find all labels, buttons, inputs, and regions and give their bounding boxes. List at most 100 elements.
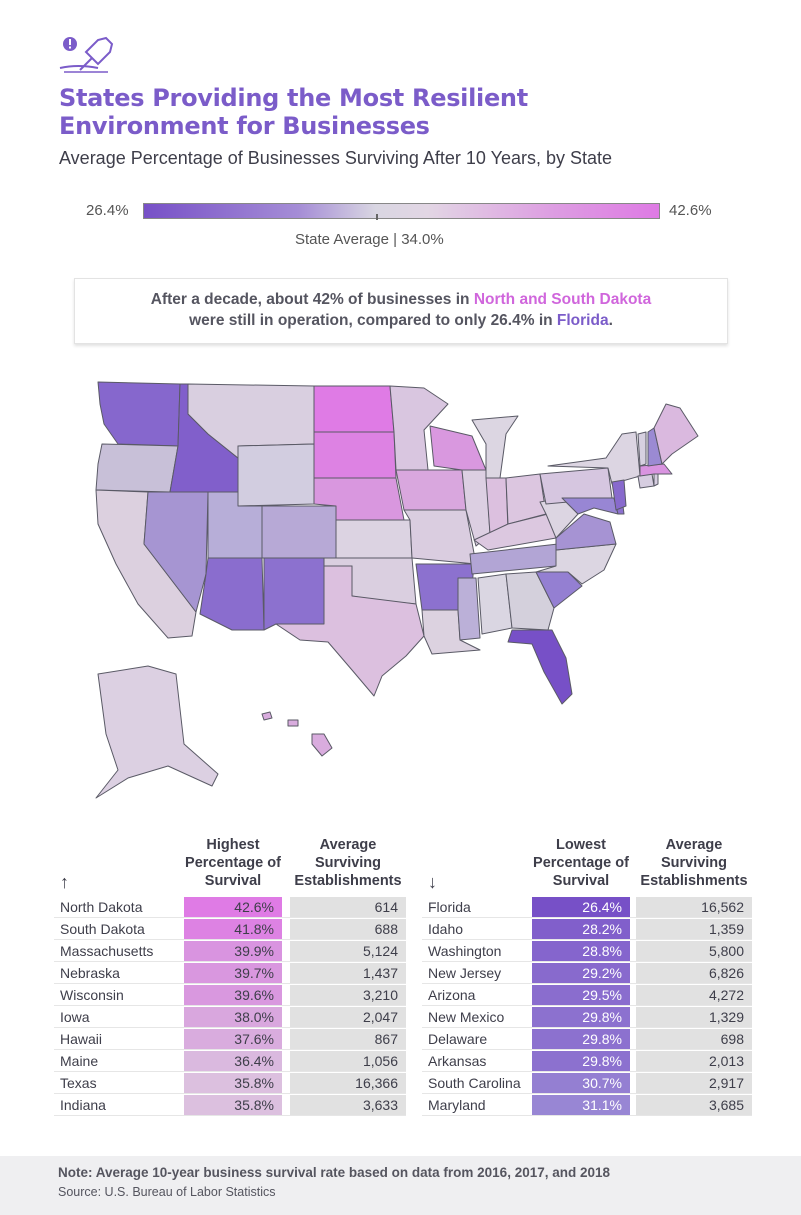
state-newmexico: [263, 557, 325, 631]
row-state-name: Delaware: [428, 1031, 488, 1047]
row-establishments: 4,272: [636, 985, 752, 1005]
state-arizona: [199, 557, 265, 631]
table-row: Indiana 35.8% 3,633: [54, 1094, 406, 1116]
state-northdakota: [313, 385, 395, 433]
row-state-name: Wisconsin: [60, 987, 124, 1003]
table-row: New Mexico 29.8% 1,329: [422, 1006, 752, 1028]
state-mississippi: [457, 577, 481, 641]
state-florida: [507, 629, 573, 705]
table-row: South Dakota 41.8% 688: [54, 918, 406, 940]
row-state-name: New Jersey: [428, 965, 502, 981]
state-southdakota: [313, 431, 397, 479]
page-title: States Providing the Most Resilient Envi…: [59, 84, 528, 140]
row-state-name: Nebraska: [60, 965, 120, 981]
footer-source: Source: U.S. Bureau of Labor Statistics: [58, 1185, 276, 1199]
col-header-establishments: Average Surviving Establishments: [294, 837, 402, 889]
state-missouri: [403, 509, 477, 565]
state-texas: [275, 565, 425, 697]
row-survival-pct: 29.8%: [532, 1029, 630, 1049]
col-header-pct: Highest Percentage of Survival: [185, 837, 281, 889]
page-subtitle: Average Percentage of Businesses Survivi…: [59, 148, 613, 168]
table-row: Florida 26.4% 16,562: [422, 896, 752, 918]
callout-text: of businesses in: [343, 291, 474, 308]
row-establishments: 688: [290, 919, 406, 939]
state-alaska: [95, 665, 219, 799]
row-establishments: 3,210: [290, 985, 406, 1005]
col-header-establishments: Average Surviving Establishments: [640, 837, 748, 889]
row-survival-pct: 42.6%: [184, 897, 282, 917]
row-survival-pct: 29.8%: [532, 1007, 630, 1027]
table-row: Texas 35.8% 16,366: [54, 1072, 406, 1094]
row-establishments: 5,124: [290, 941, 406, 961]
row-survival-pct: 31.1%: [532, 1095, 630, 1115]
table-row: Arizona 29.5% 4,272: [422, 984, 752, 1006]
table-row: New Jersey 29.2% 6,826: [422, 962, 752, 984]
row-state-name: Idaho: [428, 921, 464, 937]
row-establishments: 3,633: [290, 1095, 406, 1115]
callout-box: After a decade, about 42% of businesses …: [74, 278, 728, 344]
row-state-name: Washington: [428, 943, 502, 959]
row-establishments: 698: [636, 1029, 752, 1049]
row-establishments: 1,437: [290, 963, 406, 983]
legend-min-label: 26.4%: [86, 202, 129, 219]
table-row: Maine 36.4% 1,056: [54, 1050, 406, 1072]
state-oregon: [95, 443, 179, 493]
callout-highlight-florida: Florida: [556, 312, 609, 329]
pushpin-alert-icon: [59, 36, 114, 73]
row-establishments: 867: [290, 1029, 406, 1049]
row-state-name: Texas: [60, 1075, 97, 1091]
row-state-name: Hawaii: [60, 1031, 103, 1047]
footer: Note: Average 10-year business survival …: [0, 1156, 801, 1215]
legend-average-tick: [376, 214, 378, 220]
row-establishments: 16,562: [636, 897, 752, 917]
row-establishments: 1,056: [290, 1051, 406, 1071]
callout-text: After a decade, about: [150, 291, 313, 308]
callout-text: in: [534, 312, 557, 329]
row-survival-pct: 30.7%: [532, 1073, 630, 1093]
state-maine: [653, 403, 699, 465]
state-newyork: [547, 431, 641, 485]
table-row: Hawaii 37.6% 867: [54, 1028, 406, 1050]
table-row: Iowa 38.0% 2,047: [54, 1006, 406, 1028]
row-state-name: North Dakota: [60, 899, 143, 915]
row-state-name: Iowa: [60, 1009, 90, 1025]
row-survival-pct: 39.6%: [184, 985, 282, 1005]
row-survival-pct: 38.0%: [184, 1007, 282, 1027]
row-state-name: Florida: [428, 899, 471, 915]
state-iowa: [395, 469, 467, 511]
state-wyoming: [237, 443, 315, 507]
callout-bold: 42%: [312, 291, 344, 308]
row-survival-pct: 28.2%: [532, 919, 630, 939]
row-survival-pct: 37.6%: [184, 1029, 282, 1049]
callout-bold: 26.4%: [490, 312, 535, 329]
row-establishments: 1,329: [636, 1007, 752, 1027]
row-establishments: 2,013: [636, 1051, 752, 1071]
table-row: South Carolina 30.7% 2,917: [422, 1072, 752, 1094]
row-state-name: Arizona: [428, 987, 476, 1003]
row-survival-pct: 35.8%: [184, 1073, 282, 1093]
state-northcarolina: [535, 543, 617, 585]
table-row: Arkansas 29.8% 2,013: [422, 1050, 752, 1072]
footer-note: Note: Average 10-year business survival …: [58, 1165, 611, 1180]
row-survival-pct: 39.9%: [184, 941, 282, 961]
row-survival-pct: 29.5%: [532, 985, 630, 1005]
state-massachusetts: [639, 463, 673, 477]
row-establishments: 16,366: [290, 1073, 406, 1093]
callout-highlight-dakotas: North and South Dakota: [473, 291, 652, 308]
callout-text: were still in operation, compared to onl…: [189, 312, 491, 329]
state-rhodeisland: [653, 473, 659, 487]
row-survival-pct: 26.4%: [532, 897, 630, 917]
state-georgia: [505, 571, 555, 631]
row-survival-pct: 29.2%: [532, 963, 630, 983]
row-survival-pct: 41.8%: [184, 919, 282, 939]
row-survival-pct: 36.4%: [184, 1051, 282, 1071]
row-state-name: Maryland: [428, 1097, 486, 1113]
state-nevada: [143, 491, 209, 613]
table-row: Nebraska 39.7% 1,437: [54, 962, 406, 984]
state-wisconsin: [429, 425, 487, 471]
state-newjersey: [611, 479, 627, 511]
table-row: Wisconsin 39.6% 3,210: [54, 984, 406, 1006]
state-kansas: [335, 519, 413, 559]
state-colorado: [261, 505, 337, 559]
row-survival-pct: 35.8%: [184, 1095, 282, 1115]
